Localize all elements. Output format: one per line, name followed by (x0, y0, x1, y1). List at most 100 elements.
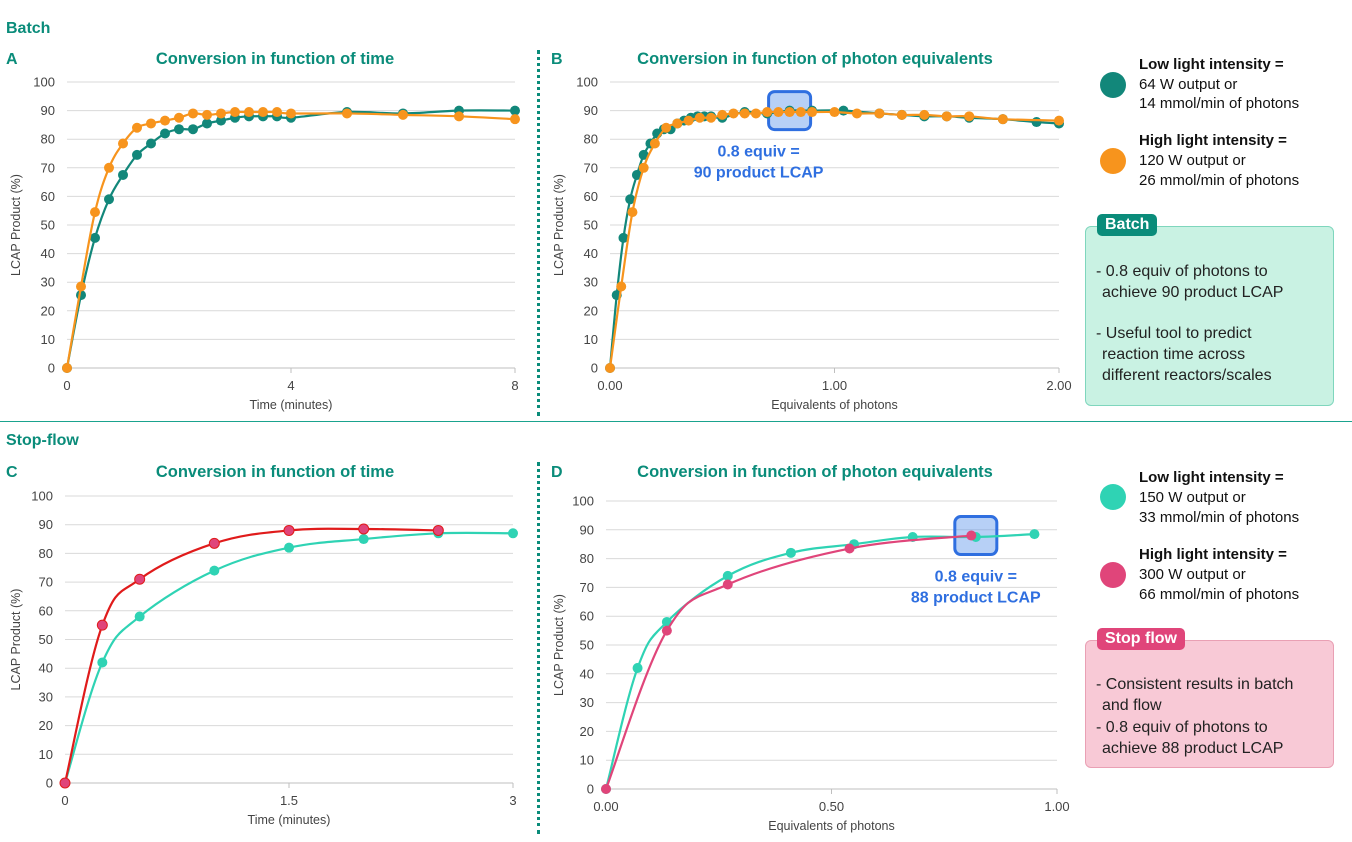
data-point (59, 777, 71, 789)
data-point (601, 784, 611, 794)
data-point (722, 570, 733, 581)
data-point (134, 611, 145, 622)
x-tick-label: 1.5 (280, 793, 298, 808)
x-tick-label: 2.00 (1046, 378, 1071, 393)
y-tick-label: 70 (580, 580, 594, 595)
y-tick-label: 10 (580, 753, 594, 768)
y-tick-label: 60 (584, 189, 598, 204)
legend-sf-low-line1: 150 W output or (1139, 489, 1246, 506)
y-tick-label: 30 (39, 689, 53, 704)
data-point (638, 149, 649, 160)
data-point (342, 108, 352, 119)
series-line (65, 109, 516, 369)
x-tick-label: 4 (287, 378, 294, 393)
data-point (632, 663, 643, 674)
y-tick-label: 90 (580, 522, 594, 537)
y-tick-label: 10 (41, 332, 55, 347)
y-tick-label: 100 (33, 75, 55, 90)
stopflow-info-box: - Consistent results in batch and flow -… (1085, 640, 1334, 768)
data-point (160, 115, 170, 126)
data-point (174, 112, 184, 123)
data-point (134, 573, 146, 585)
legend-sf-high-title: High light intensity = (1139, 546, 1287, 563)
data-point (605, 363, 615, 373)
y-tick-label: 0 (48, 361, 55, 376)
batch-box-line3: - Useful tool to predict (1096, 325, 1252, 342)
data-point (118, 169, 128, 180)
data-point (202, 109, 212, 120)
data-point (784, 107, 795, 118)
data-point (722, 579, 733, 590)
legend-dot-batch-high (1100, 148, 1126, 174)
data-point (146, 118, 156, 129)
section-title-batch: Batch (6, 20, 51, 37)
y-tick-label: 50 (41, 218, 55, 233)
panel-label: D (551, 464, 563, 481)
data-point (638, 162, 649, 173)
legend-batch-high-title: High light intensity = (1139, 132, 1287, 149)
data-point (146, 138, 156, 149)
x-tick-label: 8 (511, 378, 518, 393)
data-point (209, 565, 220, 576)
x-tick-label: 1.00 (1044, 799, 1069, 814)
y-tick-label: 10 (39, 747, 53, 762)
y-tick-label: 70 (584, 160, 598, 175)
data-point (661, 122, 672, 133)
panel-label: C (6, 464, 18, 481)
chart-b: B Conversion in function of photon equiva… (551, 50, 1072, 412)
panel-label: B (551, 51, 563, 68)
data-point (160, 128, 170, 139)
data-point (230, 107, 240, 118)
data-point (919, 109, 930, 120)
data-point (1054, 115, 1064, 126)
legend-dot-sf-high (1100, 562, 1126, 588)
data-point (132, 122, 142, 133)
legend-sf-high-line2: 66 mmol/min of photons (1139, 586, 1300, 603)
y-tick-label: 20 (41, 303, 55, 318)
data-point (1029, 529, 1040, 540)
data-point (104, 194, 114, 205)
data-point (844, 543, 855, 554)
y-tick-label: 40 (39, 661, 53, 676)
y-tick-label: 90 (41, 103, 55, 118)
data-point (174, 124, 184, 135)
data-point (132, 149, 142, 160)
data-point (627, 207, 638, 218)
data-point (795, 107, 806, 118)
chart-d: D Conversion in function of photon equiva… (551, 463, 1070, 833)
y-tick-label: 20 (580, 724, 594, 739)
panel-label: A (6, 51, 18, 68)
data-point (90, 207, 100, 218)
data-point (661, 625, 672, 636)
data-point (773, 107, 784, 118)
stopflow-box-line1: - Consistent results in batch (1096, 676, 1294, 693)
x-tick-label: 3 (509, 793, 516, 808)
data-point (432, 524, 444, 536)
section-divider (0, 421, 1352, 422)
y-tick-label: 100 (31, 489, 53, 504)
data-point (272, 107, 282, 118)
annotation-line1: 0.8 equiv = (935, 569, 1017, 586)
data-point (510, 114, 520, 125)
y-tick-label: 80 (580, 551, 594, 566)
x-axis-label: Equivalents of photons (771, 398, 897, 412)
y-tick-label: 90 (584, 103, 598, 118)
batch-box-line4: reaction time across (1102, 346, 1246, 363)
y-tick-label: 10 (584, 332, 598, 347)
series-line (608, 109, 1060, 369)
y-tick-label: 60 (580, 609, 594, 624)
data-point (90, 232, 100, 243)
data-point (896, 109, 907, 120)
data-point (284, 542, 294, 553)
legend-dot-sf-low (1100, 484, 1126, 510)
data-point (62, 363, 72, 373)
data-point (510, 105, 520, 116)
y-tick-label: 50 (580, 638, 594, 653)
data-point (625, 194, 636, 205)
y-tick-label: 0 (591, 361, 598, 376)
data-point (96, 619, 108, 631)
data-point (358, 534, 369, 545)
y-tick-label: 50 (584, 218, 598, 233)
y-axis-label: LCAP Product (%) (552, 174, 566, 276)
legend-dot-batch-low (1100, 72, 1126, 98)
